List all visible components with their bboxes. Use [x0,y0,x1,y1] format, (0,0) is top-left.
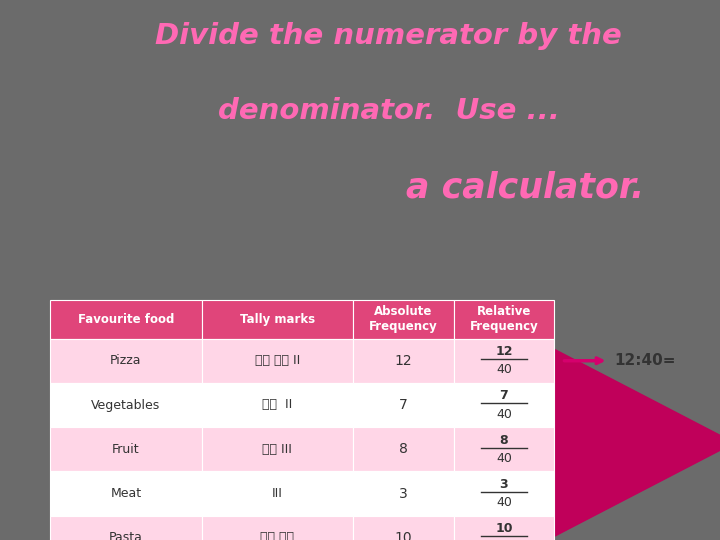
Text: ⧄⧄ ⧄⧄: ⧄⧄ ⧄⧄ [260,531,294,540]
Text: Meat: Meat [110,487,142,500]
Bar [202,427,353,471]
Bar [50,471,202,516]
Text: 40: 40 [496,496,512,509]
Bar [50,383,202,427]
Bar [353,339,454,383]
Text: III: III [271,487,283,500]
Text: 3: 3 [500,478,508,491]
Text: ⧄⧄ ⧄⧄ II: ⧄⧄ ⧄⧄ II [255,354,300,367]
Text: a calculator.: a calculator. [407,170,644,204]
Bar [202,383,353,427]
Text: 40: 40 [496,363,512,376]
Text: 40: 40 [496,452,512,465]
Text: Favourite food: Favourite food [78,313,174,326]
Bar [50,339,202,383]
Bar [454,427,554,471]
Bar [353,427,454,471]
Bar [454,339,554,383]
Text: denominator.  Use ...: denominator. Use ... [218,97,559,125]
Bar [353,516,454,540]
Text: 7: 7 [399,398,408,412]
Bar [353,471,454,516]
Text: ⧄⧄ III: ⧄⧄ III [262,443,292,456]
Bar [454,471,554,516]
Bar [202,516,353,540]
Bar [454,383,554,427]
Text: Pizza: Pizza [110,354,142,367]
Bar [50,427,202,471]
Text: Fruit: Fruit [112,443,140,456]
Text: 8: 8 [399,442,408,456]
Text: 3: 3 [399,487,408,501]
Bar [50,516,202,540]
Bar [454,300,554,339]
Bar [50,300,202,339]
Text: 10: 10 [395,531,412,540]
Text: Divide the numerator by the: Divide the numerator by the [156,22,622,50]
Text: Pasta: Pasta [109,531,143,540]
Bar [454,516,554,540]
Text: 7: 7 [500,389,508,402]
Text: Absolute
Frequency: Absolute Frequency [369,305,438,333]
Text: 40: 40 [496,408,512,421]
Polygon shape [547,346,720,540]
Text: Tally marks: Tally marks [240,313,315,326]
Bar [202,471,353,516]
Text: Relative
Frequency: Relative Frequency [469,305,539,333]
Text: 10: 10 [495,522,513,535]
Text: 8: 8 [500,434,508,447]
Text: 12: 12 [495,345,513,358]
Bar [202,339,353,383]
Text: 12:40=: 12:40= [614,353,675,368]
Text: ⧄⧄  II: ⧄⧄ II [262,399,292,411]
Bar [353,300,454,339]
Bar [353,383,454,427]
Bar [202,300,353,339]
Text: Vegetables: Vegetables [91,399,161,411]
Text: 12: 12 [395,354,412,368]
